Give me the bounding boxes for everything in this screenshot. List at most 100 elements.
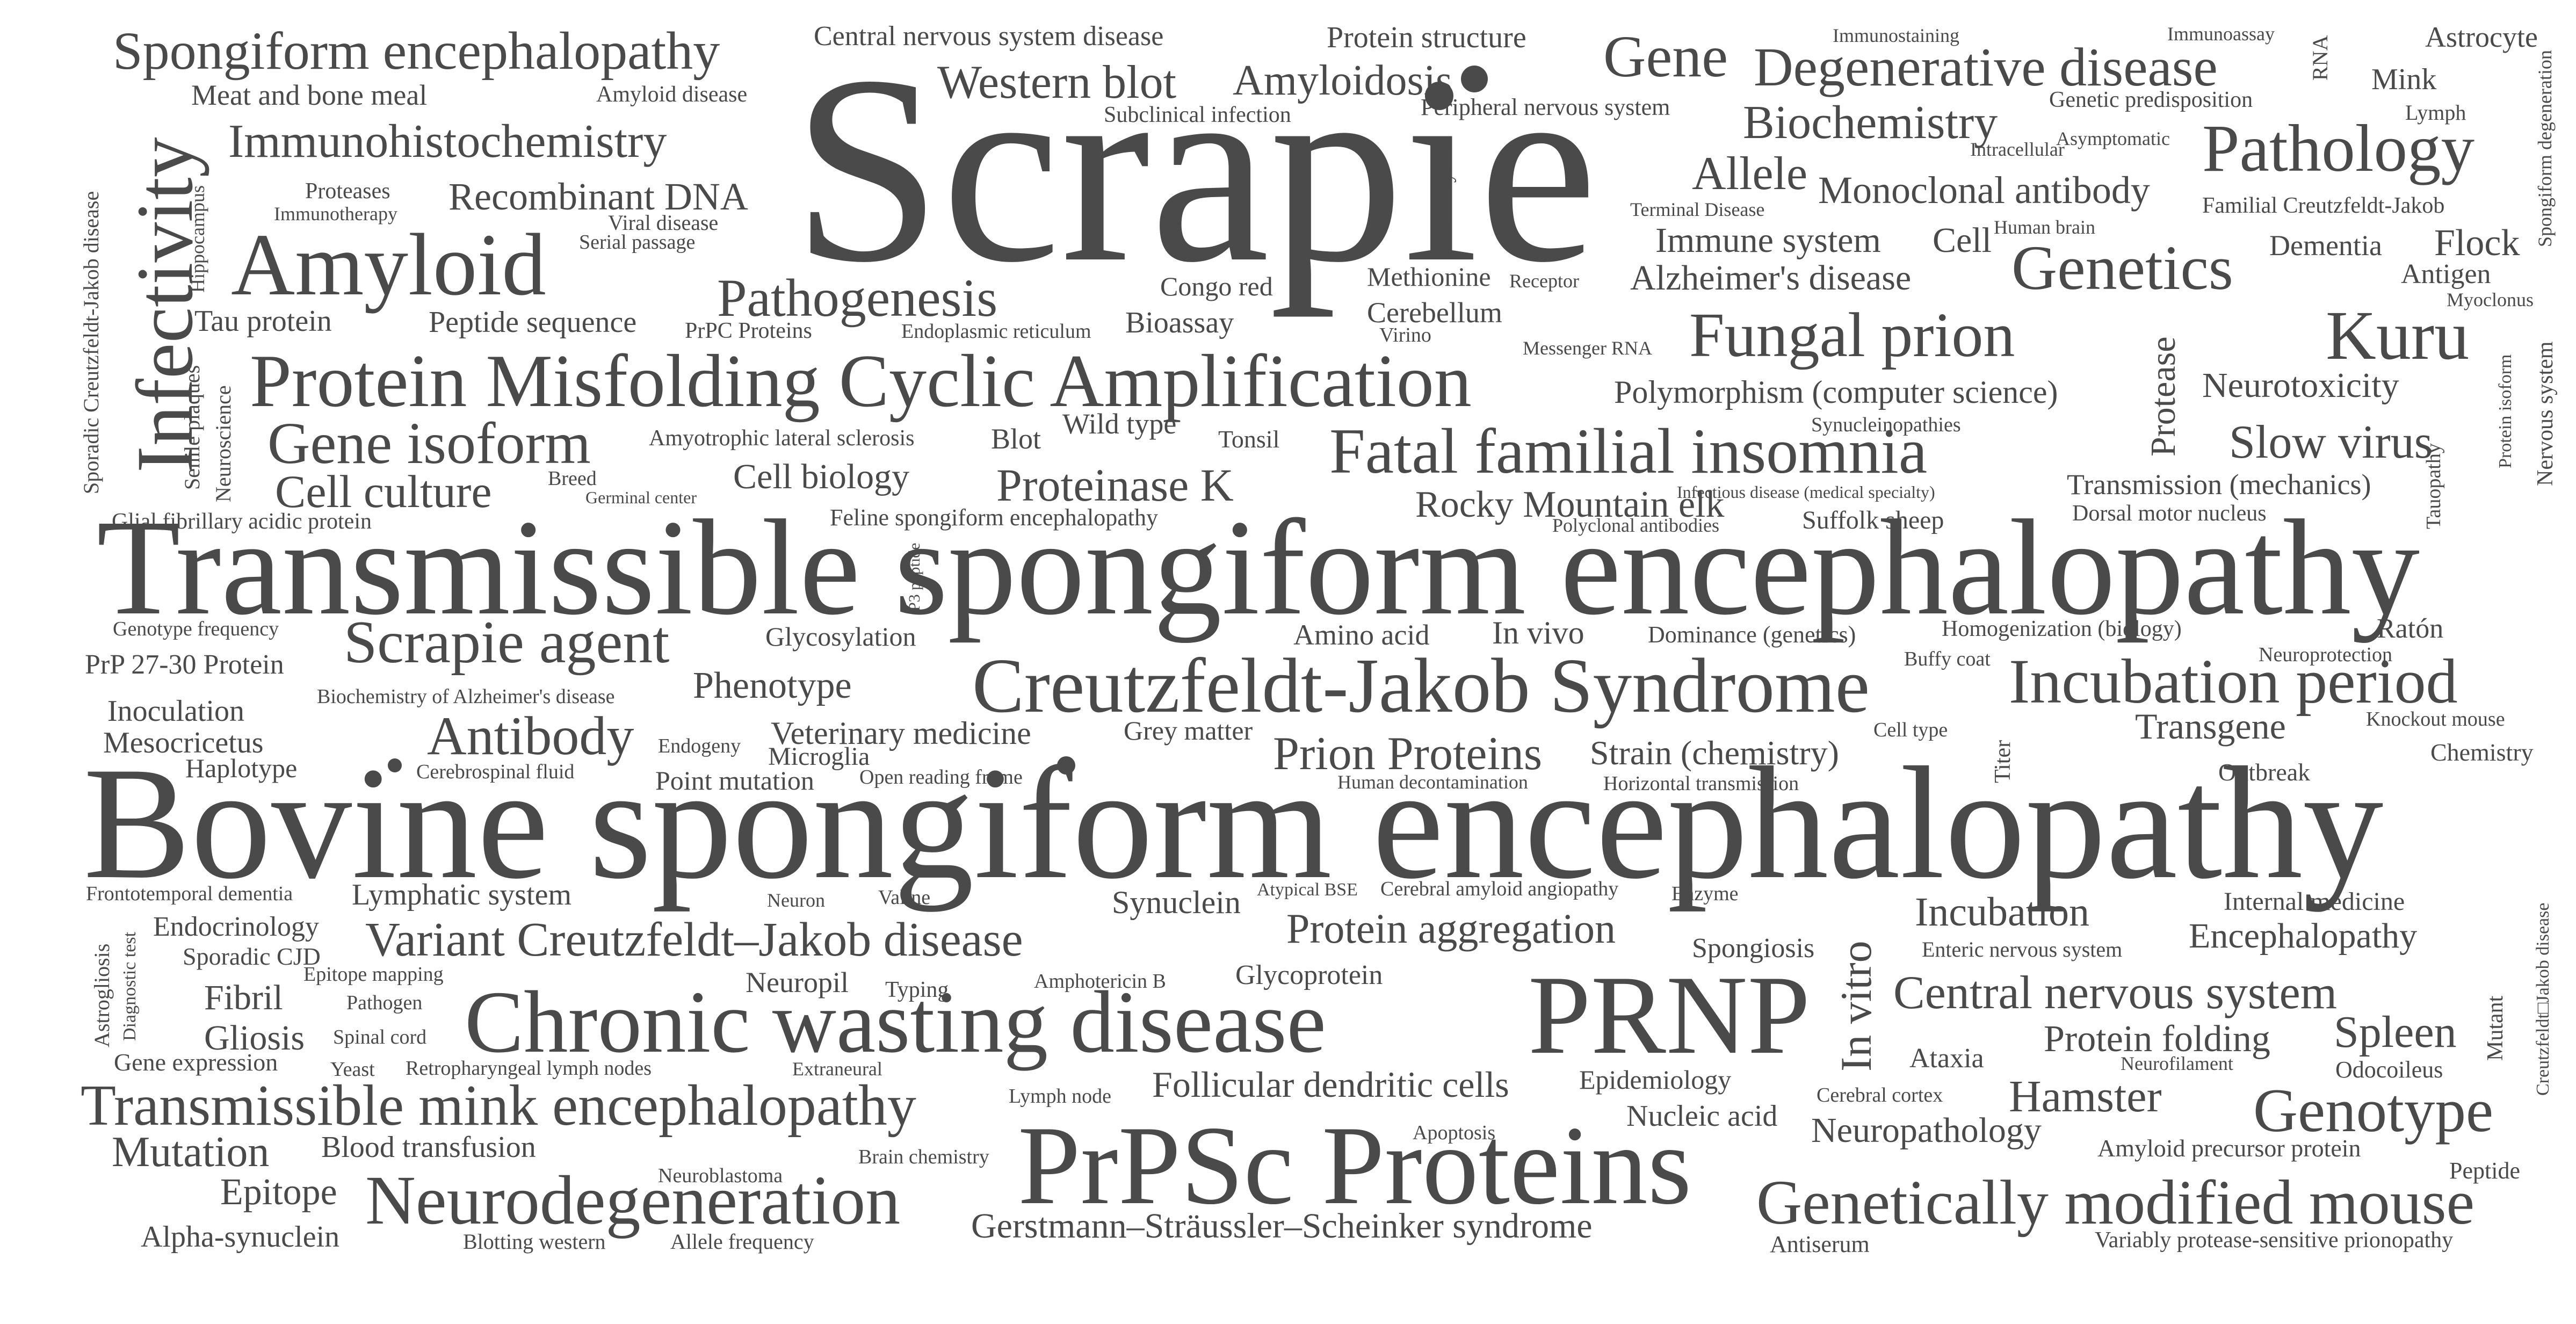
word-mesocricetus: Mesocricetus: [103, 726, 264, 759]
word-als: Amyotrophic lateral sclerosis: [649, 426, 915, 451]
word-internal-medicine: Internal medicine: [2224, 887, 2405, 916]
word-amyloidosis: Amyloidosis: [1233, 57, 1452, 104]
word-cerebrospinal-fluid: Cerebrospinal fluid: [416, 761, 575, 783]
word-neurotoxicity: Neurotoxicity: [2202, 366, 2399, 405]
word-astrogliosis: Astrogliosis: [90, 943, 114, 1047]
word-epidemiology: Epidemiology: [1579, 1065, 1732, 1095]
word-brain-chemistry: Brain chemistry: [858, 1146, 989, 1168]
word-protease: Protease: [2144, 336, 2183, 457]
word-synucleinopathies: Synucleinopathies: [1811, 414, 1961, 436]
word-tse: Transmissible spongiform encephalopathy: [97, 492, 2420, 643]
word-hippocampus: Hippocampus: [187, 185, 208, 293]
word-ataxia: Ataxia: [1909, 1043, 1984, 1074]
word-antibody: Antibody: [427, 706, 634, 766]
word-germinal-center: Germinal center: [585, 488, 697, 507]
word-transgene: Transgene: [2135, 706, 2286, 747]
word-central-nervous-system: Central nervous system: [1893, 967, 2338, 1019]
word-gene-isoform: Gene isoform: [267, 410, 591, 476]
word-allele: Allele: [1692, 148, 1808, 200]
word-blood-transfusion: Blood transfusion: [321, 1131, 536, 1164]
word-gene-expression: Gene expression: [114, 1048, 278, 1076]
word-meat-and-bone-meal: Meat and bone meal: [191, 79, 428, 111]
word-prnp: PRNP: [1528, 953, 1811, 1077]
word-terminal-disease: Terminal Disease: [1630, 199, 1765, 220]
word-scrapie-agent: Scrapie agent: [344, 609, 670, 676]
word-peptide: Peptide: [2449, 1157, 2520, 1184]
word-incubation: Incubation: [1915, 889, 2090, 935]
word-amyloid-disease: Amyloid disease: [596, 82, 748, 107]
word-in-vivo: In vivo: [1492, 615, 1584, 650]
word-pmca: Protein Misfolding Cyclic Amplification: [250, 339, 1472, 423]
word-cerebral-amyloid-angiopathy: Cerebral amyloid angiopathy: [1380, 878, 1619, 900]
word-dementia: Dementia: [2269, 229, 2382, 262]
word-enteric-nervous-system: Enteric nervous system: [1922, 937, 2123, 961]
word-genetically-modified-mouse: Genetically modified mouse: [1756, 1167, 2474, 1238]
word-gene: Gene: [1603, 24, 1728, 89]
word-pathogenesis: Pathogenesis: [717, 268, 998, 328]
word-monoclonal-antibody: Monoclonal antibody: [1818, 169, 2150, 212]
word-dominance-genetics: Dominance (genetics): [1648, 621, 1856, 648]
word-blotting-western: Blotting western: [463, 1229, 606, 1254]
word-mutation: Mutation: [112, 1128, 270, 1176]
word-genetics: Genetics: [2011, 233, 2233, 303]
word-cell-biology: Cell biology: [733, 457, 910, 496]
word-rocky-mountain-elk: Rocky Mountain elk: [1415, 484, 1725, 525]
word-lymph: Lymph: [2405, 100, 2466, 125]
word-slow-virus: Slow virus: [2229, 416, 2433, 468]
word-antigen: Antigen: [2401, 259, 2491, 290]
word-cerebellum: Cerebellum: [1367, 296, 1502, 329]
word-peptide-sequence: Peptide sequence: [429, 306, 637, 339]
word-prpc-proteins: PrPC Proteins: [685, 319, 812, 343]
word-neurofilament: Neurofilament: [2121, 1053, 2233, 1074]
word-cerebral-cortex: Cerebral cortex: [1817, 1084, 1943, 1106]
word-western-blot: Western blot: [937, 56, 1177, 108]
word-prion-proteins: Prion Proteins: [1273, 728, 1543, 780]
word-retropharyngeal: Retropharyngeal lymph nodes: [406, 1057, 652, 1080]
word-neurodegeneration: Neurodegeneration: [365, 1162, 901, 1239]
word-proteinase-k: Proteinase K: [996, 459, 1234, 511]
word-human-brain: Human brain: [1994, 216, 2095, 238]
word-genotype-frequency: Genotype frequency: [113, 618, 279, 640]
word-encephalopathy: Encephalopathy: [2189, 916, 2418, 956]
word-immunostaining: Immunostaining: [1833, 25, 1959, 46]
word-polymorphism: Polymorphism (computer science): [1614, 374, 2058, 410]
word-buffy-coat: Buffy coat: [1904, 648, 1991, 670]
word-subclinical-infection: Subclinical infection: [1104, 103, 1291, 127]
word-atypical-bse: Atypical BSE: [1257, 880, 1358, 900]
word-mink: Mink: [2371, 63, 2437, 96]
word-fatal-familial-insomnia: Fatal familial insomnia: [1329, 415, 1928, 487]
word-messenger-rna: Messenger RNA: [1523, 337, 1652, 359]
word-bse: Bovine spongiform encephalopathy: [83, 734, 2384, 912]
word-human-decontamination: Human decontamination: [1337, 771, 1528, 793]
word-viral-disease: Viral disease: [608, 211, 719, 235]
word-outbreak: Outbreak: [2218, 758, 2311, 786]
word-protein-structure: Protein structure: [1327, 21, 1526, 54]
dot-mark: [388, 758, 402, 772]
word-receptor: Receptor: [1509, 270, 1579, 292]
word-virino: Virino: [1379, 324, 1431, 346]
word-diagnostic-test: Diagnostic test: [120, 931, 140, 1041]
word-hamster: Hamster: [2009, 1072, 2162, 1122]
word-antiserum: Antiserum: [1770, 1231, 1870, 1257]
word-incubation-period: Incubation period: [2009, 646, 2458, 717]
word-asymptomatic: Asymptomatic: [2056, 128, 2170, 149]
word-gliosis: Gliosis: [204, 1018, 305, 1058]
word-familial-cjd: Familial Creutzfeldt-Jakob: [2202, 193, 2445, 218]
word-endocrinology: Endocrinology: [153, 911, 320, 942]
word-blot: Blot: [991, 423, 1041, 455]
word-lymphatic-system: Lymphatic system: [352, 878, 572, 911]
word-neuron: Neuron: [767, 889, 825, 911]
word-pathology: Pathology: [2202, 112, 2474, 186]
word-follicular-dendritic-cells: Follicular dendritic cells: [1152, 1064, 1509, 1105]
word-valine: Valine: [878, 886, 931, 909]
word-typing: Typing: [885, 978, 949, 1002]
word-protein-isoform: Protein isoform: [2495, 354, 2515, 468]
word-tauopathy: Tauopathy: [2422, 443, 2445, 529]
word-strain-chemistry: Strain (chemistry): [1590, 734, 1839, 772]
word-breed: Breed: [548, 467, 597, 490]
word-amyloid-precursor-protein: Amyloid precursor protein: [2097, 1134, 2361, 1162]
word-spleen: Spleen: [2334, 1007, 2457, 1057]
word-nucleic-acid: Nucleic acid: [1626, 1099, 1778, 1133]
word-neuropil: Neuropil: [746, 966, 849, 999]
word-amphotericin-b: Amphotericin B: [1034, 970, 1166, 993]
